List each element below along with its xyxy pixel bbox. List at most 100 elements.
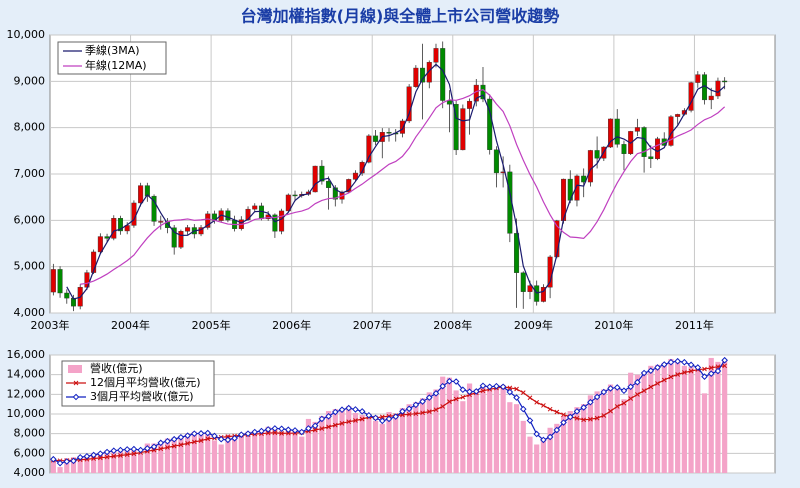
- marker: [439, 382, 447, 390]
- candle-body: [225, 210, 231, 221]
- marker: [318, 415, 326, 423]
- bar: [540, 438, 547, 473]
- marker: [76, 453, 84, 461]
- marker: [144, 445, 151, 452]
- marker: [399, 408, 406, 415]
- bar: [614, 388, 620, 473]
- bar: [205, 432, 211, 473]
- marker: [130, 445, 138, 453]
- candle-body: [614, 118, 620, 145]
- marker: [110, 447, 118, 455]
- bar: [91, 453, 97, 473]
- marker: [50, 455, 57, 463]
- marker: [90, 451, 97, 459]
- bar: [372, 420, 379, 473]
- marker: [298, 428, 306, 436]
- bar: [520, 420, 526, 473]
- legend-label: 年線(12MA): [85, 58, 147, 72]
- marker: [433, 407, 439, 413]
- marker: [432, 390, 440, 397]
- marker: [271, 425, 279, 432]
- marker: [392, 413, 400, 420]
- bar: [399, 408, 406, 473]
- marker: [312, 427, 318, 433]
- legend-box: [57, 41, 167, 75]
- marker: [440, 404, 446, 409]
- marker: [561, 412, 566, 418]
- marker: [641, 388, 647, 394]
- bar: [587, 395, 593, 473]
- marker: [405, 405, 413, 413]
- candle-body: [715, 80, 721, 97]
- candle-body: [386, 132, 392, 134]
- marker: [378, 417, 386, 425]
- marker: [681, 358, 688, 366]
- candle-body: [151, 195, 157, 222]
- marker: [702, 366, 707, 372]
- marker: [272, 430, 278, 436]
- marker: [540, 436, 547, 444]
- candle-body: [64, 292, 70, 299]
- candle-body: [319, 165, 325, 182]
- bar: [104, 450, 110, 473]
- marker: [319, 426, 325, 431]
- marker: [613, 384, 621, 391]
- marker: [479, 382, 487, 390]
- bar: [654, 364, 661, 473]
- y-tick-label: 14,000: [7, 368, 46, 381]
- bar: [232, 435, 238, 473]
- candle-body: [138, 185, 144, 204]
- marker: [264, 426, 272, 433]
- marker: [600, 388, 608, 396]
- candle-body: [534, 285, 540, 302]
- marker: [359, 416, 365, 422]
- marker: [480, 388, 486, 394]
- y-tick-label: 7,000: [14, 167, 46, 180]
- bar: [493, 387, 500, 473]
- bar: [131, 448, 137, 473]
- candle-body: [91, 251, 97, 273]
- marker: [667, 358, 675, 366]
- candle-body: [433, 48, 439, 63]
- bar: [50, 459, 56, 473]
- bar: [581, 404, 587, 473]
- bar: [675, 361, 681, 473]
- x-tick-label: 2007年: [353, 318, 392, 332]
- marker: [56, 459, 64, 467]
- marker: [91, 456, 96, 461]
- marker: [311, 422, 319, 430]
- marker: [446, 377, 453, 385]
- marker: [514, 386, 519, 392]
- x-tick-label: 2006年: [272, 318, 311, 332]
- bar: [500, 386, 506, 473]
- candle-body: [648, 156, 654, 159]
- bar: [487, 386, 493, 473]
- legend-label: 季線(3MA): [85, 43, 140, 57]
- legend-marker: [73, 380, 79, 386]
- candle-body: [453, 104, 459, 151]
- marker: [157, 439, 165, 447]
- candle-body: [621, 144, 627, 154]
- bar: [480, 384, 486, 473]
- marker: [607, 385, 614, 392]
- bar: [64, 458, 70, 473]
- bar: [560, 415, 567, 473]
- bar: [634, 374, 640, 473]
- bar: [84, 455, 90, 473]
- bar: [57, 467, 63, 473]
- candle-body: [675, 114, 681, 117]
- marker: [177, 433, 185, 441]
- candle-body: [688, 82, 694, 111]
- y-tick-label: 8,000: [14, 427, 46, 440]
- candle-body: [158, 221, 164, 223]
- bar: [453, 390, 459, 473]
- marker: [339, 420, 345, 426]
- marker: [460, 394, 466, 400]
- bar: [346, 406, 352, 473]
- marker: [238, 431, 245, 438]
- bar: [278, 431, 285, 473]
- candle-body: [514, 233, 520, 273]
- bar: [466, 383, 473, 473]
- marker: [400, 412, 405, 418]
- marker: [654, 364, 661, 371]
